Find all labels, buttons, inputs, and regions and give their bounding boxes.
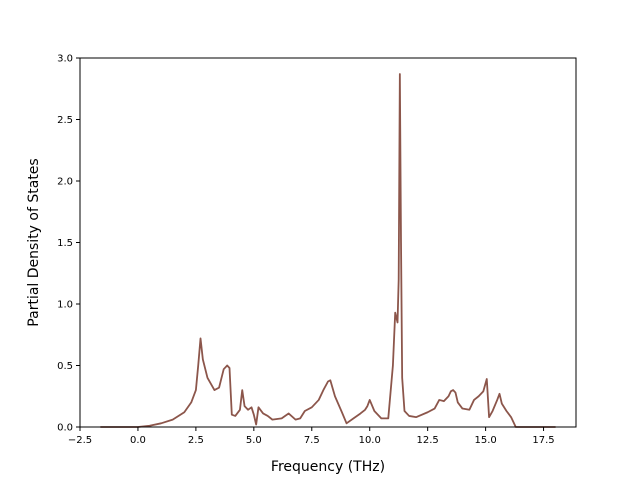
x-tick-label: 2.5	[188, 435, 204, 446]
y-tick-label: 2.0	[57, 177, 73, 188]
x-tick-label: −2.5	[68, 435, 92, 446]
x-tick-label: 17.5	[532, 435, 554, 446]
y-tick-label: 0.5	[57, 361, 73, 372]
y-axis-ticks: 0.0 0.5 1.0 1.5 2.0 2.5 3.0	[57, 54, 80, 434]
y-tick-label: 1.0	[57, 300, 73, 311]
x-tick-label: 10.0	[359, 435, 381, 446]
y-axis-label: Partial Density of States	[26, 158, 42, 326]
x-tick-label: 12.5	[417, 435, 439, 446]
x-tick-label: 0.0	[130, 435, 146, 446]
plot-area	[99, 73, 557, 428]
x-axis-label: Frequency (THz)	[271, 459, 385, 475]
series-line-0	[99, 73, 557, 428]
y-tick-label: 2.5	[57, 115, 73, 126]
x-tick-label: 5.0	[246, 435, 262, 446]
y-tick-label: 0.0	[57, 423, 73, 434]
x-tick-label: 15.0	[474, 435, 496, 446]
y-tick-label: 1.5	[57, 238, 73, 249]
x-axis-ticks: −2.5 0.0 2.5 5.0 7.5 10.0 12.5 15.0 17.5	[68, 427, 555, 446]
x-tick-label: 7.5	[304, 435, 320, 446]
y-tick-label: 3.0	[57, 54, 73, 65]
